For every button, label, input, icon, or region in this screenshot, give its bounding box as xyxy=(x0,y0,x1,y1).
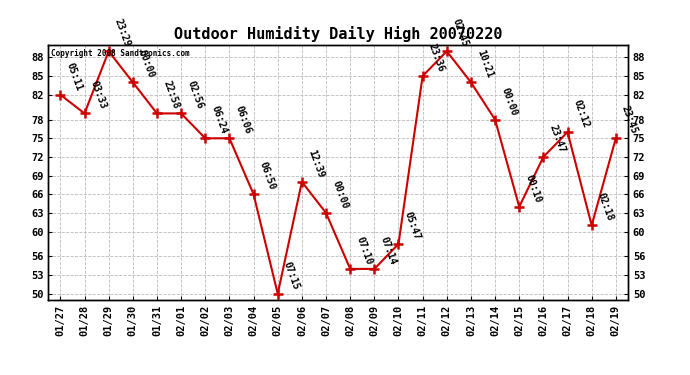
Text: 03:33: 03:33 xyxy=(89,80,108,111)
Text: 00:10: 00:10 xyxy=(524,173,543,204)
Text: 02:12: 02:12 xyxy=(572,98,591,129)
Text: 02:18: 02:18 xyxy=(596,192,615,223)
Text: 23:29: 23:29 xyxy=(113,17,132,48)
Text: 12:39: 12:39 xyxy=(306,148,326,179)
Text: 07:10: 07:10 xyxy=(355,235,374,266)
Text: 23:36: 23:36 xyxy=(427,42,446,74)
Text: 06:50: 06:50 xyxy=(258,160,277,192)
Text: 00:00: 00:00 xyxy=(500,86,519,117)
Text: 23:47: 23:47 xyxy=(548,123,567,154)
Text: Copyright 2008 Sandtronics.com: Copyright 2008 Sandtronics.com xyxy=(51,49,190,58)
Text: 06:06: 06:06 xyxy=(234,105,253,135)
Text: 02:45: 02:45 xyxy=(451,17,471,48)
Text: 00:00: 00:00 xyxy=(331,179,350,210)
Text: 05:47: 05:47 xyxy=(403,210,422,241)
Text: 07:14: 07:14 xyxy=(379,235,398,266)
Text: 22:58: 22:58 xyxy=(161,80,181,111)
Text: 10:21: 10:21 xyxy=(475,48,495,80)
Text: 02:56: 02:56 xyxy=(186,80,205,111)
Text: 05:11: 05:11 xyxy=(65,61,84,92)
Text: 06:24: 06:24 xyxy=(210,105,229,135)
Text: 07:15: 07:15 xyxy=(282,260,302,291)
Title: Outdoor Humidity Daily High 20070220: Outdoor Humidity Daily High 20070220 xyxy=(174,27,502,42)
Text: 23:45: 23:45 xyxy=(620,105,640,135)
Text: 00:00: 00:00 xyxy=(137,48,157,80)
